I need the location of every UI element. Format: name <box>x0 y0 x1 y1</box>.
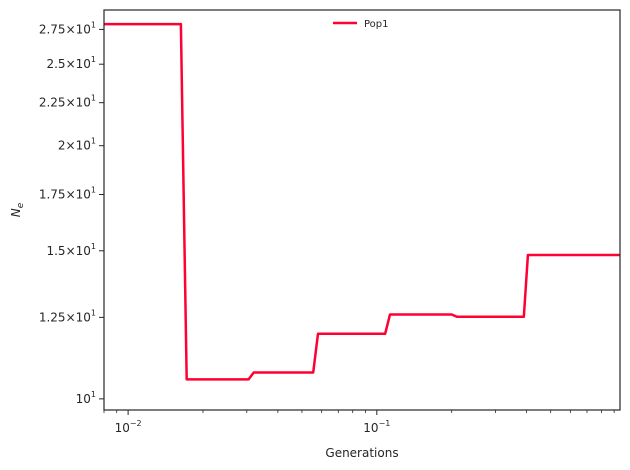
y-tick-mantissa: 2.5× <box>46 57 75 71</box>
y-tick-base: 10 <box>76 22 91 36</box>
y-tick-mantissa: 1.5× <box>46 244 75 258</box>
y-tick-base: 10 <box>76 244 91 258</box>
y-tick-exponent: 1 <box>91 20 96 29</box>
y-tick-label: 2.5×101 <box>46 55 96 71</box>
y-tick-exponent: 1 <box>91 242 96 251</box>
y-tick-base: 10 <box>76 187 91 201</box>
y-tick-base: 10 <box>76 96 91 110</box>
legend: Pop1 <box>333 19 389 30</box>
y-tick-exponent: 1 <box>91 185 96 194</box>
data-layer <box>104 22 620 381</box>
y-axis-ticks: 1011.25×1011.5×1011.75×1012×1012.25×1012… <box>39 20 104 406</box>
y-tick-label: 2.75×101 <box>39 20 96 36</box>
y-tick-label: 1.25×101 <box>39 308 96 324</box>
y-tick-mantissa: 2.75× <box>39 22 76 36</box>
legend-label-pop1: Pop1 <box>364 19 389 30</box>
y-tick-mantissa: 2.25× <box>39 96 76 110</box>
y-tick-base: 10 <box>76 139 91 153</box>
y-tick-exponent: 1 <box>91 94 96 103</box>
y-tick-label: 1.75×101 <box>39 185 96 201</box>
y-tick-label: 2.25×101 <box>39 94 96 110</box>
y-tick-base: 10 <box>76 392 91 406</box>
series-line-pop1 <box>104 22 620 381</box>
x-axis-label: Generations <box>325 446 398 460</box>
y-tick-base: 10 <box>76 310 91 324</box>
y-tick-mantissa: 1.25× <box>39 310 76 324</box>
y-tick-exponent: 1 <box>91 390 96 399</box>
x-tick-base: 10 <box>363 421 378 435</box>
x-tick-label: 10−1 <box>363 419 390 435</box>
y-tick-exponent: 1 <box>91 137 96 146</box>
y-tick-exponent: 1 <box>91 308 96 317</box>
x-tick-base: 10 <box>115 421 130 435</box>
x-axis-ticks: 10−2 10−1 <box>103 410 615 435</box>
y-tick-label: 101 <box>76 390 96 406</box>
x-tick-label: 10−2 <box>115 419 142 435</box>
x-tick-exponent: −1 <box>379 419 391 428</box>
y-tick-label: 1.5×101 <box>46 242 96 258</box>
y-tick-mantissa: 1.75× <box>39 187 76 201</box>
y-tick-mantissa: 2× <box>58 139 76 153</box>
plot-frame <box>103 9 621 411</box>
y-tick-base: 10 <box>76 57 91 71</box>
x-tick-exponent: −2 <box>130 419 142 428</box>
y-axis-label: Ne <box>9 202 26 217</box>
y-axis-label-subscript: e <box>16 202 26 208</box>
y-tick-label: 2×101 <box>58 137 96 153</box>
plot-background <box>104 10 620 410</box>
y-axis-label-main: N <box>9 208 23 217</box>
y-tick-exponent: 1 <box>91 55 96 64</box>
